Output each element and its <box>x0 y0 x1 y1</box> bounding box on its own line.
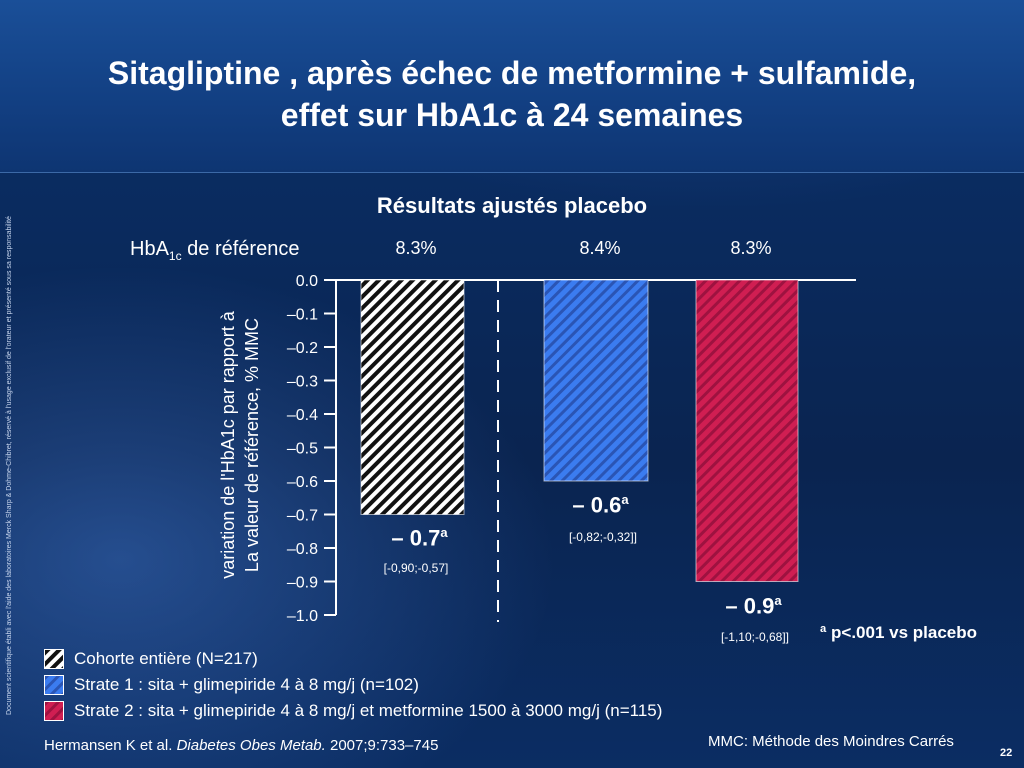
legend-item-cohort: Cohorte entière (N=217) <box>44 646 662 672</box>
chart-title: Résultats ajustés placebo <box>376 193 648 218</box>
y-tick-label: 0.0 <box>296 273 318 290</box>
y-tick-label: –0.1 <box>287 307 318 324</box>
legend-item-strate1: Strate 1 : sita + glimepiride 4 à 8 mg/j… <box>44 672 662 698</box>
bar-strate2-value-label: – 0.9a <box>706 593 801 619</box>
y-tick-label: –1.0 <box>287 608 318 625</box>
y-tick-label: –0.6 <box>287 474 318 491</box>
bar-cohort-value-label: – 0.7a <box>372 525 467 551</box>
legend-swatch-strate1 <box>44 675 64 695</box>
bar-strate2-confidence-interval: [-1,10;-0,68]] <box>720 630 790 644</box>
baseline-value-1: 8.3% <box>395 238 437 258</box>
bar-cohort-value-text: – 0.7 <box>391 525 441 551</box>
bar-strate2 <box>695 279 799 582</box>
title-line-1: Sitagliptine , après échec de metformine… <box>107 55 917 91</box>
baseline-value-2: 8.4% <box>579 238 621 258</box>
significance-footnote: ª p<.001 vs placebo <box>820 623 978 642</box>
y-tick-label: –0.2 <box>287 340 318 357</box>
citation-ref: 2007;9:733–745 <box>325 737 439 754</box>
page-number: 22 <box>1000 747 1013 759</box>
bar-strate1 <box>543 279 649 482</box>
y-tick-label: –0.7 <box>287 508 318 525</box>
title-line-2: effet sur HbA1c à 24 semaines <box>280 97 744 133</box>
bar-strate1-value-text: – 0.6 <box>572 492 622 518</box>
bar-cohort-significance-marker: a <box>440 525 448 540</box>
legend-label-strate2: Strate 2 : sita + glimepiride 4 à 8 mg/j… <box>74 701 663 720</box>
y-tick-label: –0.8 <box>287 541 318 558</box>
legend-label-cohort: Cohorte entière (N=217) <box>74 649 258 668</box>
bar-strate1-value-label: – 0.6a <box>553 492 648 518</box>
bar-strate1-significance-marker: a <box>621 492 629 507</box>
bar-strate1-confidence-interval: [-0,82;-0,32]] <box>568 530 638 544</box>
mmc-note: MMC: Méthode des Moindres Carrés <box>708 733 954 750</box>
legend-swatch-cohort <box>44 649 64 669</box>
slide-title: Sitagliptine , après échec de metformine… <box>0 52 1024 136</box>
bar-strate2-significance-marker: a <box>774 593 782 608</box>
y-tick-label: –0.9 <box>287 575 318 592</box>
baseline-label-sub: 1c <box>168 249 182 263</box>
baseline-label-main: HbA <box>130 238 169 260</box>
citation-authors: Hermansen K et al. <box>44 737 177 754</box>
bar-strate2-value-text: – 0.9 <box>725 593 775 619</box>
y-tick-label: –0.3 <box>287 374 318 391</box>
citation-journal: Diabetes Obes Metab. <box>176 737 326 754</box>
citation: Hermansen K et al. Diabetes Obes Metab. … <box>44 737 438 754</box>
header-band <box>0 0 1024 173</box>
y-tick-label: –0.4 <box>287 407 318 424</box>
baseline-label-rest: de référence <box>181 238 300 260</box>
baseline-value-3: 8.3% <box>730 238 772 258</box>
legend-label-strate1: Strate 1 : sita + glimepiride 4 à 8 mg/j… <box>74 675 419 694</box>
legend-swatch-strate2 <box>44 701 64 721</box>
bar-cohort-confidence-interval: [-0,90;-0,57] <box>383 561 449 575</box>
baseline-label: HbA1c de référence <box>130 238 299 263</box>
bar-cohort <box>360 279 465 515</box>
legend: Cohorte entière (N=217) Strate 1 : sita … <box>44 646 662 724</box>
y-tick-label: –0.5 <box>287 441 318 458</box>
legend-item-strate2: Strate 2 : sita + glimepiride 4 à 8 mg/j… <box>44 698 662 724</box>
